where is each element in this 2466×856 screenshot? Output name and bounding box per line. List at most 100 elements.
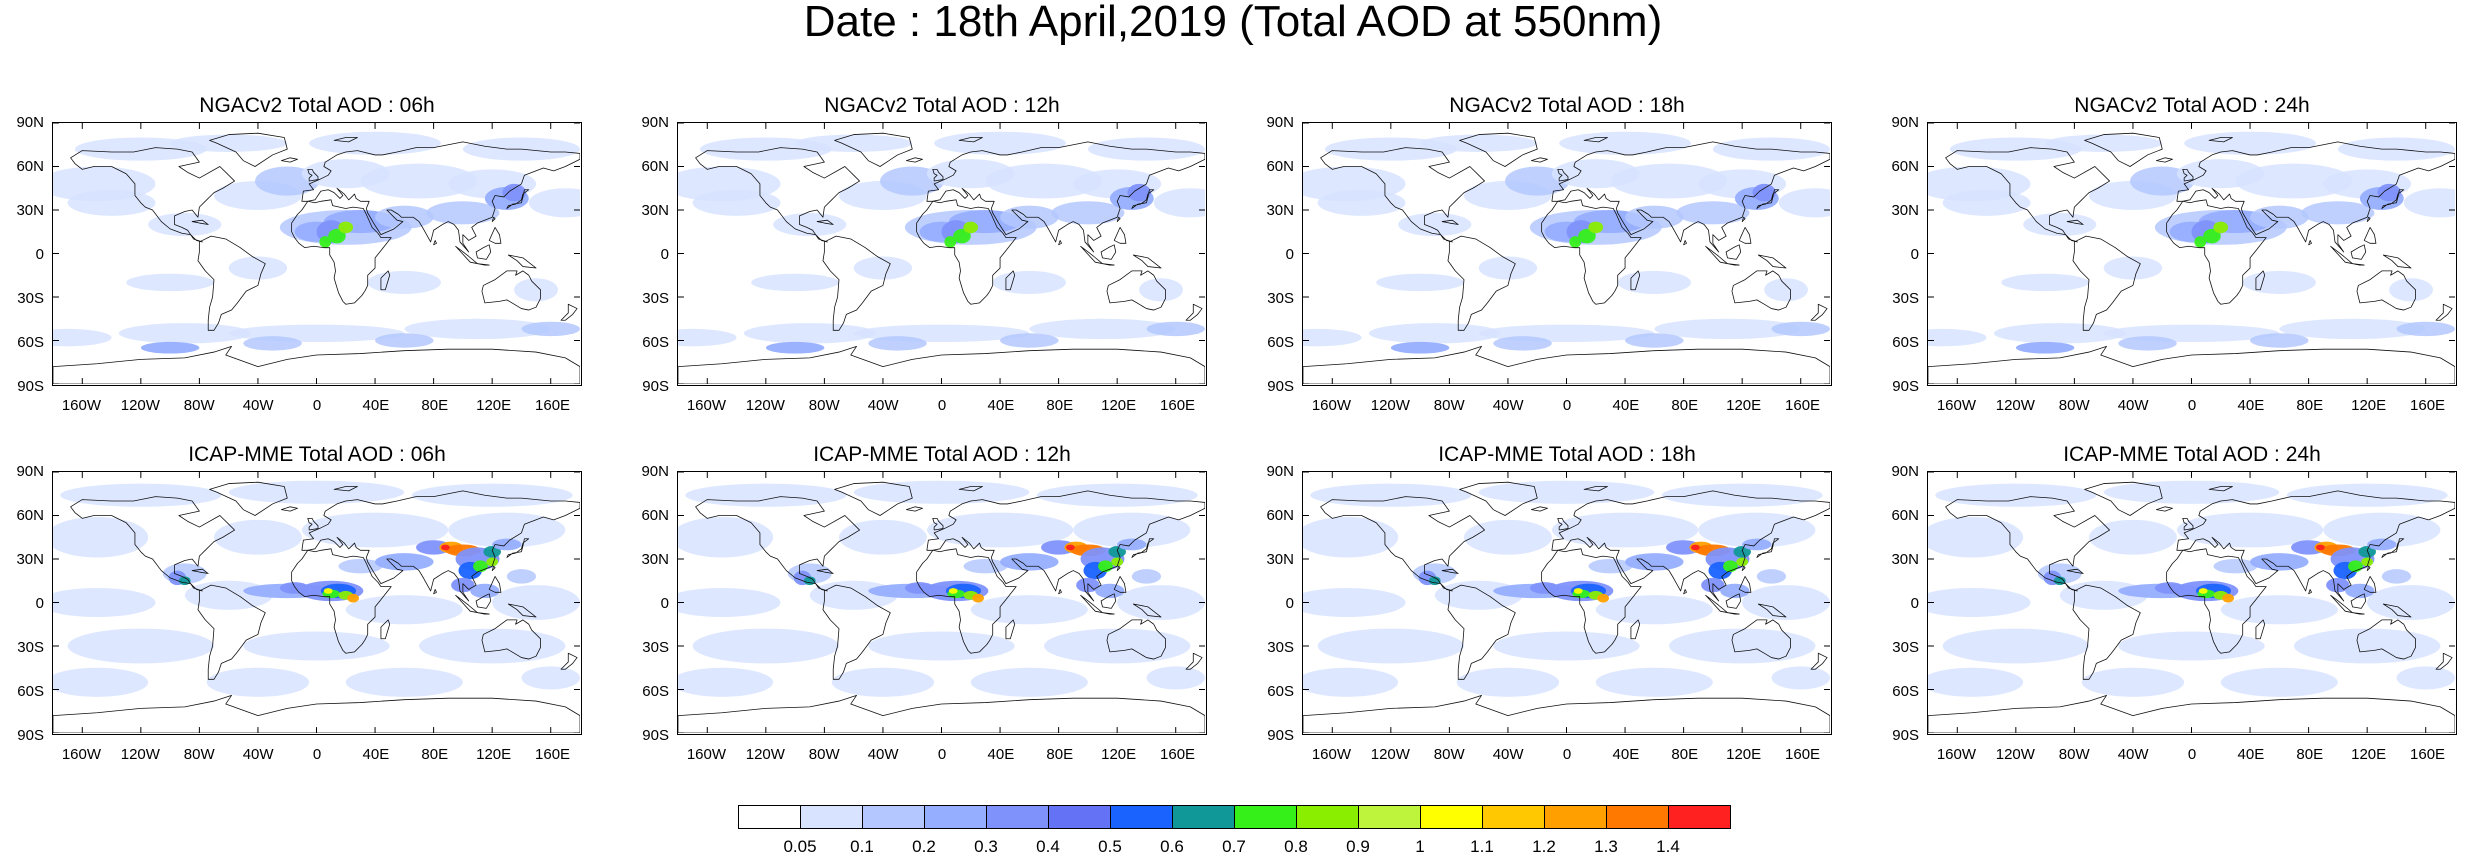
- coastline-africa: [916, 199, 1017, 305]
- colorbar-label: 1.3: [1594, 837, 1618, 856]
- lat-label: 30S: [642, 290, 669, 307]
- coastline-indonesia: [1705, 245, 1740, 266]
- coastline-cuba: [2066, 568, 2084, 574]
- lat-label: 30S: [1892, 639, 1919, 656]
- coastline-australia: [2356, 619, 2416, 660]
- aod-field-patch: [53, 516, 149, 558]
- aod-field-patch: [1771, 666, 1830, 690]
- lat-label: 30N: [16, 202, 44, 219]
- coastline-borneo: [1100, 244, 1117, 260]
- aod-field-patch: [1610, 163, 1728, 199]
- lon-label: 120E: [1726, 397, 1762, 414]
- colorbar-label: 0.8: [1284, 837, 1308, 856]
- coastline-antarctica: [53, 694, 580, 733]
- lon-label: 80E: [1046, 746, 1074, 763]
- aod-field-patch: [521, 321, 580, 337]
- aod-field-patch: [1928, 516, 2024, 558]
- coastline-eurasia: [926, 490, 1205, 602]
- aod-field-patch: [1456, 667, 1560, 697]
- coastline-cuba: [816, 568, 834, 574]
- aod-field-patch: [1420, 134, 1538, 152]
- coastline-svalbard: [958, 486, 983, 492]
- aod-field-patch: [360, 163, 478, 199]
- coastline-taiwan: [1741, 565, 1746, 571]
- coastline-taiwan: [1741, 216, 1746, 222]
- coastline-north-america: [1945, 147, 2110, 243]
- aod-field-patch: [2315, 544, 2325, 551]
- aod-field-patch: [323, 588, 333, 594]
- colorbar-label: 0.3: [974, 837, 998, 856]
- lon-label: 120W: [120, 397, 160, 414]
- colorbar-swatch: [1172, 805, 1235, 829]
- coastline-indonesia: [2330, 594, 2365, 615]
- coastline-new-zealand: [1185, 652, 1203, 670]
- aod-field-patch: [678, 667, 774, 697]
- colorbar-swatch: [1296, 805, 1359, 829]
- aod-field-patch: [868, 631, 1015, 661]
- coastline-africa: [291, 548, 392, 654]
- aod-field-patch: [2184, 131, 2316, 155]
- coastline-philippines: [488, 576, 502, 593]
- lat-label: 90S: [1892, 727, 1919, 744]
- aod-field-patch: [1317, 189, 1406, 216]
- lon-label: 80W: [808, 746, 840, 763]
- aod-field-patch: [868, 336, 927, 351]
- lon-label: 120E: [476, 397, 512, 414]
- lon-label: 120W: [745, 397, 785, 414]
- world-map: [1302, 122, 1832, 386]
- lat-label: 90S: [1892, 378, 1919, 395]
- aod-field-patch: [521, 666, 580, 690]
- aod-field-background: [678, 123, 1205, 384]
- aod-field-patch: [2389, 278, 2434, 302]
- aod-field-patch: [1778, 188, 1830, 218]
- lon-label: 120E: [1101, 397, 1137, 414]
- coastline-australia: [1731, 270, 1791, 311]
- coastline-taiwan: [2366, 216, 2371, 222]
- aod-map-svg: [1928, 123, 2455, 384]
- coastline-new-guinea: [1132, 603, 1162, 618]
- aod-field-patch: [944, 236, 957, 248]
- aod-field-patch: [2301, 201, 2375, 225]
- coastline-japan: [2381, 189, 2405, 209]
- aod-field-patch: [2222, 593, 2234, 603]
- aod-field-patch: [1742, 585, 1830, 620]
- aod-field-patch: [1733, 545, 1751, 558]
- aod-field-patch: [1000, 553, 1059, 571]
- lon-label: 0: [2187, 397, 2197, 414]
- coastline-sri-lanka: [1058, 240, 1062, 246]
- coastline-antarctica: [1928, 694, 2455, 733]
- lon-label: 40E: [987, 746, 1015, 763]
- colorbar-label: 0.2: [912, 837, 936, 856]
- coastline-greenland: [2084, 132, 2163, 167]
- aod-field-patch: [773, 212, 847, 237]
- aod-field-patch: [2015, 341, 2075, 354]
- lat-label: 90N: [641, 463, 669, 480]
- aod-field-patch: [853, 480, 1030, 504]
- coastline-indonesia: [1080, 245, 1115, 266]
- aod-field-patch: [970, 667, 1088, 697]
- coastline-taiwan: [491, 216, 496, 222]
- coastline-north-america: [1320, 496, 1485, 592]
- aod-field-patch: [1368, 323, 1501, 344]
- lon-label: 80E: [2296, 397, 2324, 414]
- coastline-madagascar: [1630, 619, 1641, 640]
- aod-field-patch: [831, 667, 935, 697]
- coastline-philippines: [488, 227, 502, 244]
- panel-title: NGACv2 Total AOD : 06h: [199, 94, 435, 117]
- aod-map-svg: [678, 472, 1205, 733]
- aod-field-patch: [483, 545, 501, 558]
- lon-label: 160E: [1785, 397, 1821, 414]
- aod-field-background: [1303, 123, 1830, 384]
- coastline-antarctica: [1303, 345, 1830, 384]
- aod-field-patch: [1617, 270, 1691, 295]
- aod-field-patch: [1578, 228, 1596, 244]
- world-map: [677, 471, 1207, 735]
- world-map: [52, 122, 582, 386]
- aod-field-patch: [2198, 588, 2208, 594]
- aod-field-patch: [2377, 183, 2401, 202]
- lon-label: 40E: [2237, 397, 2265, 414]
- lat-label: 90N: [1266, 463, 1294, 480]
- coastline-australia: [1106, 619, 1166, 660]
- aod-field-patch: [2045, 134, 2163, 152]
- coastline-south-america: [197, 584, 266, 680]
